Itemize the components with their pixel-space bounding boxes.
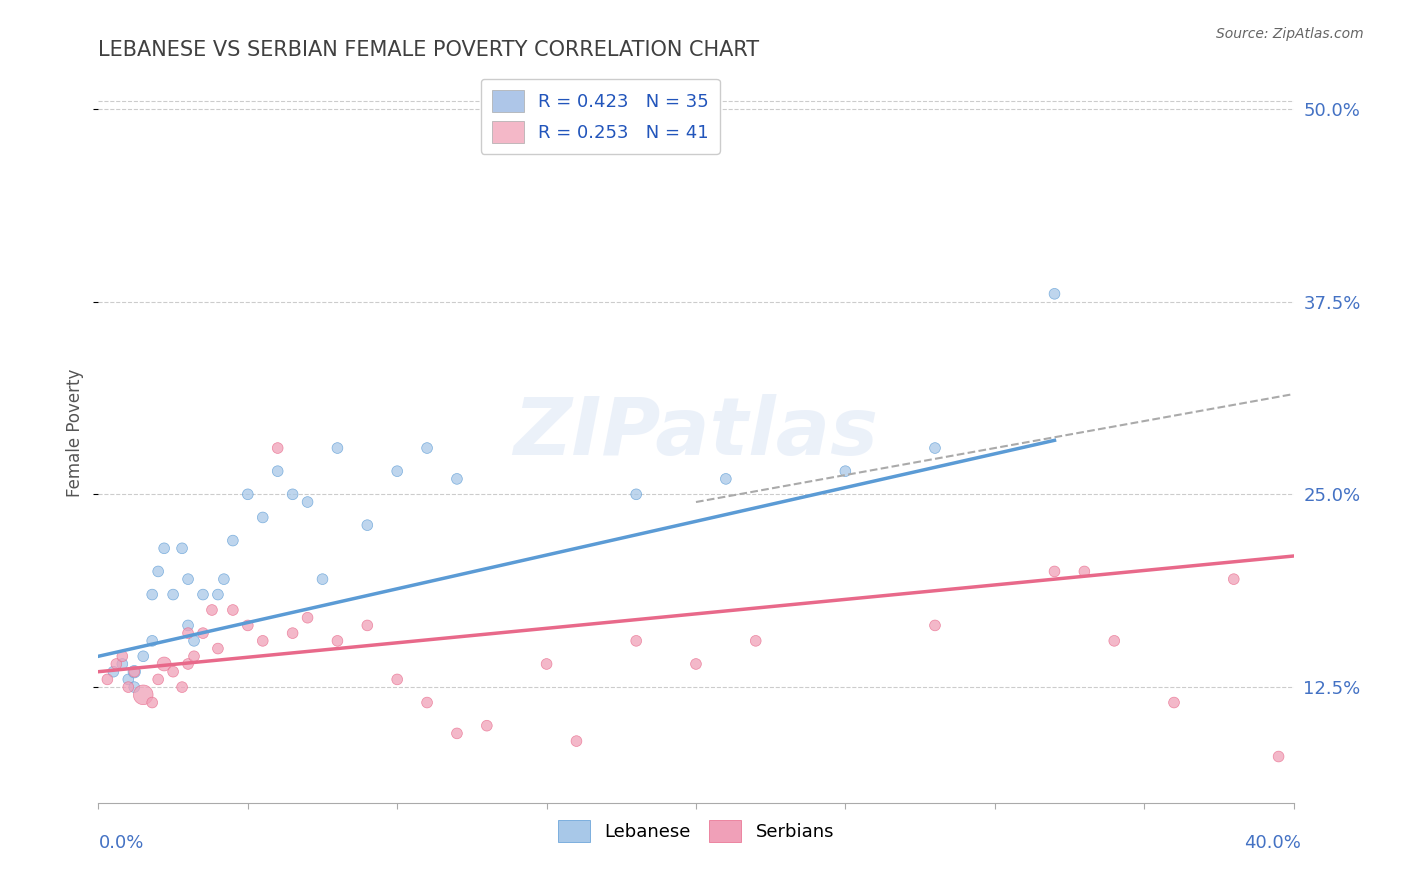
Text: 40.0%: 40.0% — [1244, 834, 1301, 852]
Point — [212, 572, 235, 586]
Point — [191, 588, 214, 602]
Text: Source: ZipAtlas.com: Source: ZipAtlas.com — [1216, 27, 1364, 41]
Point — [924, 618, 946, 632]
Text: ZIPatlas: ZIPatlas — [513, 393, 879, 472]
Point — [1223, 572, 1246, 586]
Point — [252, 510, 274, 524]
Point — [326, 441, 349, 455]
Point — [177, 626, 200, 640]
Point — [297, 495, 319, 509]
Point — [111, 657, 134, 671]
Point — [103, 665, 125, 679]
Point — [207, 588, 229, 602]
Point — [1163, 696, 1185, 710]
Point — [117, 673, 139, 687]
Point — [267, 464, 290, 478]
Point — [1043, 565, 1066, 579]
Point — [385, 673, 409, 687]
Point — [281, 626, 304, 640]
Point — [1073, 565, 1095, 579]
Point — [565, 734, 588, 748]
Point — [117, 680, 139, 694]
Point — [111, 649, 134, 664]
Point — [446, 472, 468, 486]
Point — [714, 472, 737, 486]
Point — [183, 633, 205, 648]
Point — [141, 633, 163, 648]
Point — [267, 441, 290, 455]
Point — [148, 673, 170, 687]
Point — [124, 665, 146, 679]
Point — [924, 441, 946, 455]
Point — [326, 633, 349, 648]
Point — [356, 618, 378, 632]
Point — [172, 541, 194, 556]
Point — [148, 565, 170, 579]
Point — [385, 464, 409, 478]
Point — [1104, 633, 1126, 648]
Point — [236, 618, 259, 632]
Point — [124, 680, 146, 694]
Point — [416, 441, 439, 455]
Point — [222, 603, 245, 617]
Point — [105, 657, 128, 671]
Point — [124, 665, 146, 679]
Point — [162, 588, 184, 602]
Point — [626, 487, 648, 501]
Point — [96, 673, 118, 687]
Point — [177, 572, 200, 586]
Point — [183, 649, 205, 664]
Point — [745, 633, 768, 648]
Point — [177, 618, 200, 632]
Text: 0.0%: 0.0% — [98, 834, 143, 852]
Point — [834, 464, 856, 478]
Text: LEBANESE VS SERBIAN FEMALE POVERTY CORRELATION CHART: LEBANESE VS SERBIAN FEMALE POVERTY CORRE… — [98, 40, 759, 60]
Point — [475, 719, 498, 733]
Point — [252, 633, 274, 648]
Point — [162, 665, 184, 679]
Y-axis label: Female Poverty: Female Poverty — [66, 368, 84, 497]
Legend: Lebanese, Serbians: Lebanese, Serbians — [550, 813, 842, 849]
Point — [311, 572, 333, 586]
Point — [141, 696, 163, 710]
Point — [416, 696, 439, 710]
Point — [236, 487, 259, 501]
Point — [191, 626, 214, 640]
Point — [153, 657, 176, 671]
Point — [132, 649, 155, 664]
Point — [1043, 286, 1066, 301]
Point — [536, 657, 558, 671]
Point — [356, 518, 378, 533]
Point — [297, 610, 319, 624]
Point — [685, 657, 707, 671]
Point — [222, 533, 245, 548]
Point — [201, 603, 224, 617]
Point — [281, 487, 304, 501]
Point — [153, 541, 176, 556]
Point — [207, 641, 229, 656]
Point — [172, 680, 194, 694]
Point — [1267, 749, 1289, 764]
Point — [446, 726, 468, 740]
Point — [141, 588, 163, 602]
Point — [626, 633, 648, 648]
Point — [177, 657, 200, 671]
Point — [132, 688, 155, 702]
